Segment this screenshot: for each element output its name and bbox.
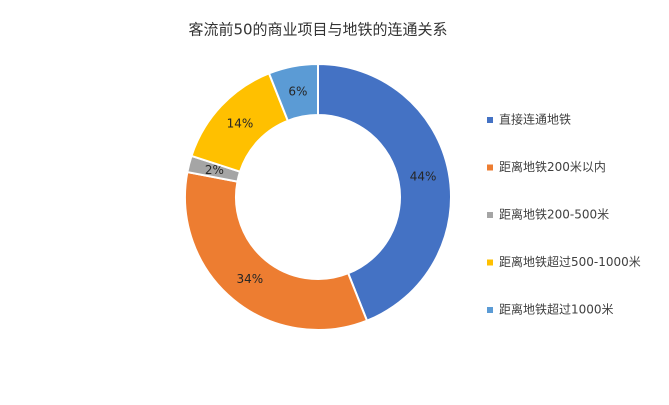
legend-swatch bbox=[487, 212, 493, 218]
legend-swatch bbox=[487, 259, 493, 266]
chart-title: 客流前50的商业项目与地铁的连通关系 bbox=[188, 21, 447, 39]
legend-label: 距离地铁超过500-1000米 bbox=[499, 254, 641, 269]
data-label: 44% bbox=[410, 169, 437, 183]
legend-label: 距离地铁200米以内 bbox=[499, 159, 606, 174]
data-label: 6% bbox=[288, 84, 307, 98]
donut-segment bbox=[267, 62, 319, 123]
data-label: 34% bbox=[236, 272, 263, 286]
data-label: 14% bbox=[227, 116, 254, 130]
legend-swatch bbox=[487, 307, 493, 313]
legend-swatch bbox=[487, 164, 493, 171]
data-label: 2% bbox=[205, 163, 224, 177]
donut-segment bbox=[184, 170, 369, 331]
legend-label: 直接连通地铁 bbox=[499, 112, 571, 127]
legend-label: 距离地铁200-500米 bbox=[499, 207, 609, 222]
legend-swatch bbox=[487, 117, 493, 123]
donut-segment bbox=[317, 62, 452, 322]
legend-label: 距离地铁超过1000米 bbox=[499, 302, 614, 317]
